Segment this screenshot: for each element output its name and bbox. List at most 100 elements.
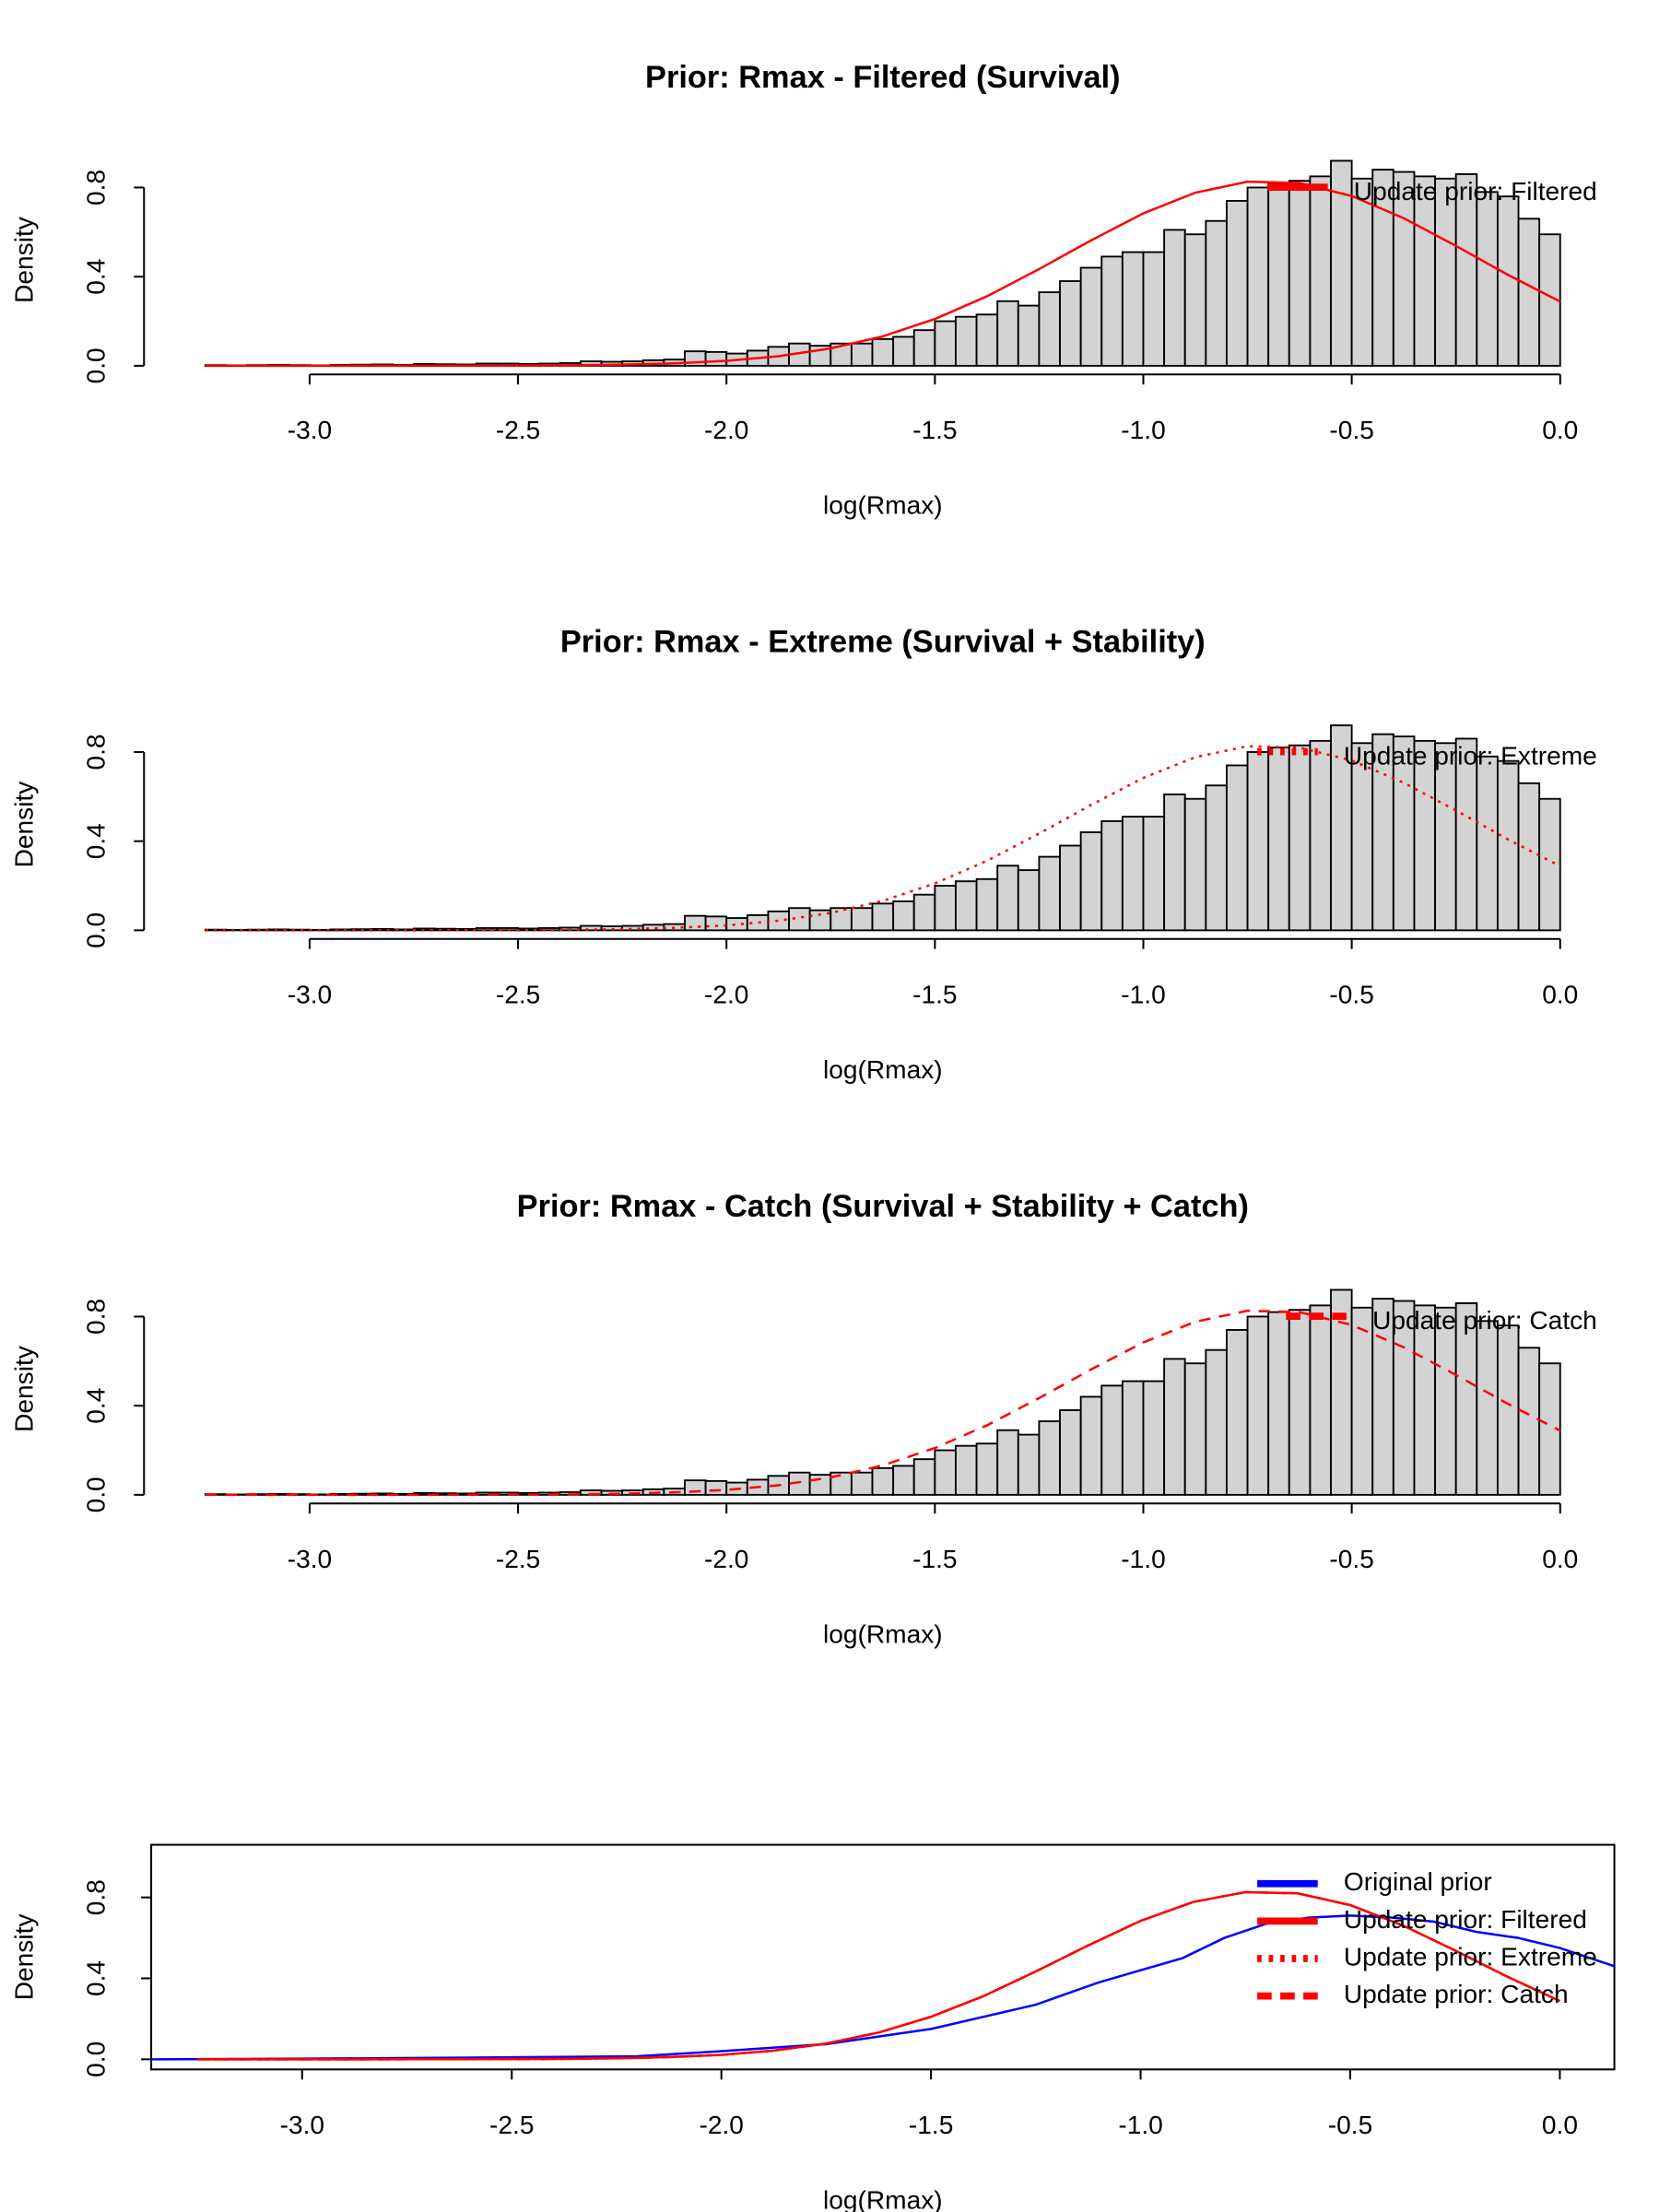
histogram-bar	[1100, 1384, 1124, 1496]
y-tick-label: 0.4	[82, 259, 111, 295]
histogram-bar	[1226, 200, 1249, 367]
histogram-bar	[1100, 819, 1124, 932]
y-tick-label: 0.8	[82, 170, 111, 206]
histogram-bar	[1517, 218, 1541, 367]
x-tick-label: -2.5	[496, 1545, 540, 1573]
histogram-bar	[955, 880, 978, 932]
histogram-bar	[1434, 177, 1457, 367]
histogram-bar	[892, 900, 915, 932]
y-tick-label: 0.0	[82, 1477, 111, 1512]
histogram-bar	[996, 1429, 1019, 1496]
histogram-bar	[871, 1466, 895, 1496]
histogram-bar	[934, 320, 957, 367]
histogram-bar	[1476, 1320, 1499, 1496]
histogram-bar	[1538, 233, 1561, 367]
x-tick-label: 0.0	[1542, 1545, 1578, 1573]
histogram-bar	[996, 300, 1019, 367]
x-tick-label: -2.0	[704, 1545, 748, 1573]
x-tick-label: -2.0	[699, 2111, 743, 2139]
histogram-bar	[892, 335, 915, 367]
x-tick-label: 0.0	[1542, 2111, 1578, 2139]
histogram-bar	[1163, 1358, 1186, 1496]
histogram-bar	[1205, 219, 1228, 367]
histogram-bar	[808, 1474, 832, 1496]
x-axis-label: log(Rmax)	[823, 2185, 943, 2212]
legend-label: Update prior: Catch	[1372, 1306, 1597, 1335]
histogram-bar	[579, 924, 603, 932]
x-tick-label: -1.5	[912, 981, 957, 1009]
legend-label: Update prior: Extreme	[1344, 1942, 1597, 1971]
histogram-bar	[1100, 255, 1124, 367]
histogram-bar	[704, 350, 728, 367]
chart-title: Prior: Rmax - Catch (Survival + Stabilit…	[517, 1189, 1249, 1224]
y-axis-label: Density	[10, 1346, 39, 1432]
x-tick-label: -1.0	[1121, 1545, 1165, 1573]
x-tick-label: -2.0	[704, 981, 748, 1009]
histogram-bar	[850, 1471, 874, 1496]
histogram-bar	[975, 877, 999, 932]
histogram-bar	[1017, 1433, 1041, 1496]
x-tick-label: -1.0	[1121, 981, 1165, 1009]
x-tick-label: -1.5	[912, 416, 957, 444]
x-tick-label: 0.0	[1542, 981, 1578, 1009]
y-tick-label: 0.4	[82, 823, 111, 859]
x-tick-label: 0.0	[1542, 416, 1578, 444]
histogram-bar	[1267, 747, 1290, 932]
x-tick-label: -0.5	[1328, 2111, 1372, 2139]
x-tick-label: -0.5	[1329, 1545, 1373, 1573]
histogram-bar	[1183, 233, 1207, 367]
histogram-bar	[1163, 793, 1186, 932]
histogram-bar	[1350, 177, 1374, 367]
histogram-bar	[1121, 1380, 1145, 1496]
x-tick-label: -2.0	[704, 416, 748, 444]
y-tick-label: 0.8	[82, 734, 111, 770]
histogram-bar	[433, 927, 457, 932]
y-tick-label: 0.0	[82, 912, 111, 948]
density-curve	[205, 180, 1561, 368]
histogram-bar	[1142, 816, 1166, 932]
histogram-bar	[1121, 251, 1145, 367]
histogram-bar	[912, 329, 936, 367]
histogram-bar	[955, 1444, 978, 1496]
histogram-bar	[975, 1442, 999, 1496]
y-tick-label: 0.4	[82, 1960, 111, 1996]
histogram-bar	[1330, 1288, 1353, 1496]
histogram-bar	[850, 342, 874, 367]
histogram-bar	[1434, 742, 1457, 932]
x-axis-label: log(Rmax)	[823, 1619, 943, 1648]
histogram-bar	[996, 865, 1019, 932]
histogram-bar	[1309, 739, 1332, 932]
plot-box	[150, 1843, 1616, 2071]
histogram-bar	[1017, 304, 1041, 367]
legend-label: Update prior: Filtered	[1344, 1905, 1587, 1934]
histogram-bar	[684, 914, 707, 932]
legend-label: Update prior: Filtered	[1354, 177, 1597, 206]
histogram-bar	[1038, 291, 1061, 367]
histogram-bar	[1517, 782, 1541, 932]
histogram-bar	[1496, 1324, 1520, 1496]
chart-title: Prior: Rmax - Extreme (Survival + Stabil…	[560, 625, 1206, 660]
histogram-bar	[1059, 1409, 1082, 1496]
histogram-bar	[1476, 755, 1499, 932]
x-tick-label: -3.0	[280, 2111, 324, 2139]
histogram-bar	[1517, 1347, 1541, 1496]
histogram-bar	[871, 902, 895, 932]
density-curve	[197, 1890, 1560, 2061]
histogram-bar	[1496, 195, 1520, 367]
histogram-bar	[1288, 180, 1312, 367]
y-tick-label: 0.0	[82, 347, 111, 383]
y-tick-label: 0.4	[82, 1388, 111, 1424]
histogram-bar	[371, 927, 394, 932]
histogram-bar	[871, 337, 895, 367]
histogram-bar	[1476, 191, 1499, 367]
histogram-bar	[1226, 764, 1249, 932]
histogram-bar	[1538, 1362, 1561, 1496]
histogram-bar	[1309, 175, 1332, 367]
x-tick-label: -1.5	[912, 1545, 957, 1573]
histogram-bar	[767, 910, 790, 932]
histogram-bar	[1038, 1420, 1061, 1496]
histogram-bar	[1038, 855, 1061, 932]
y-tick-label: 0.8	[82, 1879, 111, 1915]
histogram-bar	[329, 928, 353, 932]
